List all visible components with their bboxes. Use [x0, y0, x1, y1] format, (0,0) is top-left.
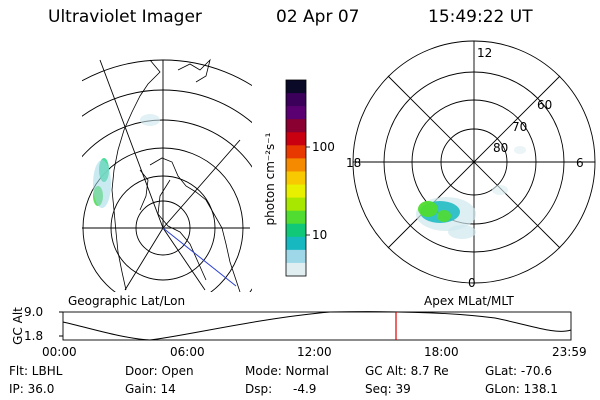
colorbar-band — [286, 249, 306, 264]
colorbar-band — [286, 93, 306, 107]
glon-info: GLon: 138.1 — [485, 382, 558, 396]
timeline-xtick-1200: 12:00 — [297, 345, 332, 359]
gain-info: Gain: 14 — [125, 382, 176, 396]
colorbar-tick-100: 100 — [312, 140, 335, 154]
mode-info: Mode: Normal — [245, 364, 329, 378]
colorbar-band — [286, 236, 306, 251]
colorbar-band — [286, 158, 306, 172]
gc-alt-info: GC Alt: 8.7 Re — [365, 364, 449, 378]
colorbar-band — [286, 80, 306, 94]
colorbar-band — [286, 210, 306, 225]
mlat-label-60: 60 — [537, 98, 553, 112]
timeline-ytick-9: 9.0 — [24, 305, 44, 319]
mlt-label-12: 12 — [477, 46, 493, 60]
colorbar-band — [286, 119, 306, 133]
filter-info: Flt: LBHL — [9, 364, 63, 378]
observation-time: 15:49:22 UT — [428, 7, 533, 27]
ip-info: IP: 36.0 — [9, 382, 55, 396]
colorbar-band — [286, 171, 306, 186]
seq-info: Seq: 39 — [365, 382, 411, 396]
geo-panel-label: Geographic Lat/Lon — [68, 294, 186, 308]
mlt-label-0: 0 — [468, 276, 476, 290]
mlt-label-18: 18 — [346, 156, 362, 170]
timeline-xtick-0000: 00:00 — [42, 345, 77, 359]
colorbar-band — [286, 145, 306, 159]
colorbar-band — [286, 184, 306, 199]
colorbar-band — [286, 106, 306, 120]
polar-panel-label: Apex MLat/MLT — [424, 294, 514, 308]
dsp-info-value: -4.9 — [293, 382, 317, 396]
observation-date: 02 Apr 07 — [276, 7, 360, 27]
colorbar-band — [286, 223, 306, 238]
timeline-ylabel: GC Alt — [11, 307, 25, 345]
instrument-title: Ultraviolet Imager — [48, 7, 202, 27]
colorbar-band — [286, 132, 306, 146]
dsp-info-label: Dsp: — [245, 382, 273, 396]
colorbar-band — [286, 197, 306, 212]
door-info: Door: Open — [125, 364, 194, 378]
timeline-xtick-2359: 23:59 — [552, 345, 587, 359]
timeline-xtick-0600: 06:00 — [170, 345, 205, 359]
colorbar-band — [286, 262, 306, 277]
glat-info: GLat: -70.6 — [485, 364, 552, 378]
colorbar-tick-10: 10 — [312, 228, 328, 242]
timeline-xtick-1800: 18:00 — [424, 345, 459, 359]
mlt-label-6: 6 — [576, 156, 584, 170]
mlat-label-70: 70 — [512, 120, 528, 134]
timeline-ytick-1-8: 1.8 — [24, 329, 44, 343]
mlat-label-80: 80 — [493, 141, 509, 155]
